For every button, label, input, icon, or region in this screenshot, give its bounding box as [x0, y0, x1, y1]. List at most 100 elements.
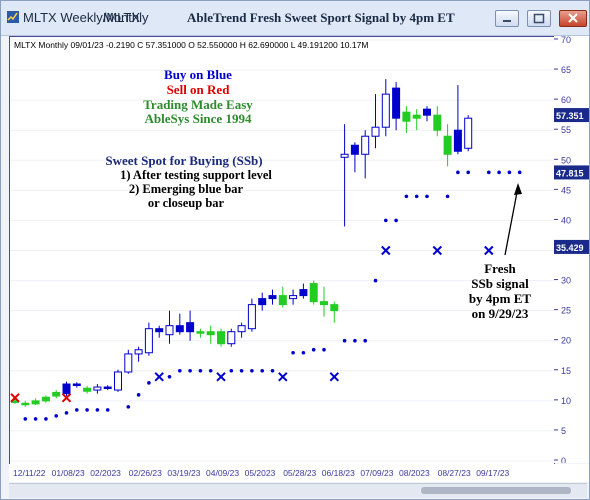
candle-body [144, 328, 153, 354]
y-tick-label: 50 [561, 155, 571, 165]
signal-x-marker [216, 372, 226, 382]
price-badge-label: 57.351 [556, 111, 584, 121]
x-tick-label: 06/18/23 [322, 468, 355, 478]
y-tick-label: 45 [561, 185, 571, 195]
callout-line2: SSb signal [471, 276, 529, 291]
support-dot [384, 218, 388, 223]
candle-body [289, 295, 298, 300]
candle-body [165, 325, 174, 336]
signal-x-marker [154, 372, 164, 382]
candle-body [155, 328, 164, 333]
scrollbar-thumb[interactable] [421, 487, 571, 494]
x-tick-label: 03/19/23 [167, 468, 200, 478]
support-dot [353, 338, 357, 343]
callout-arrowhead [514, 183, 522, 195]
signal-x-marker [61, 393, 72, 403]
annotation-line2: 2) Emerging blue bar [128, 182, 244, 196]
candle-body [186, 322, 195, 333]
candle-body [114, 371, 122, 391]
y-tick-label: 30 [561, 276, 571, 286]
minimize-button[interactable] [495, 10, 519, 27]
signal-x-marker [381, 245, 391, 256]
support-dot [208, 368, 213, 373]
support-dot [487, 170, 491, 175]
tab-monthly[interactable]: Monthly [103, 10, 149, 25]
candle-body [361, 135, 370, 155]
candle-body [227, 331, 236, 345]
candle-body [443, 135, 452, 155]
support-dot [497, 170, 501, 175]
x-tick-label: 01/08/23 [52, 468, 85, 478]
y-tick-label: 15 [561, 366, 571, 376]
candle-body [124, 353, 133, 373]
support-dot [342, 338, 347, 343]
price-badge-label: 35.429 [556, 243, 584, 253]
candle-body [330, 304, 339, 312]
y-tick-label: 60 [561, 95, 571, 105]
candle-body [320, 301, 328, 306]
candle-body [453, 129, 462, 152]
support-dot [147, 381, 151, 385]
x-tick-label: 02/2023 [90, 468, 121, 478]
x-tick-label: 09/17/23 [476, 468, 509, 478]
signal-x-marker [278, 372, 288, 382]
candle-body [392, 87, 401, 119]
support-dot [54, 414, 58, 418]
minimize-icon [503, 20, 511, 22]
support-dot [363, 338, 368, 343]
candle-body [464, 117, 473, 149]
candle-body [381, 93, 390, 128]
plot-area: MLTX Monthly 09/01/23 -0.2190 C 57.35100… [9, 36, 555, 465]
window-title: AbleTrend Fresh Sweet Sport Signal by 4p… [187, 10, 455, 25]
price-badge-label: 47.815 [556, 168, 584, 178]
x-tick-label: 02/26/23 [129, 468, 162, 478]
annotation-line3: or closeup bar [147, 196, 225, 210]
close-button[interactable] [559, 10, 587, 27]
candle-body [72, 383, 81, 387]
candle-body [237, 325, 246, 333]
y-tick-label: 25 [561, 306, 571, 316]
maximize-button[interactable] [527, 10, 551, 27]
support-dot [414, 194, 419, 199]
support-dot [44, 417, 48, 421]
candle-body [21, 402, 30, 406]
y-tick-label: 65 [561, 65, 571, 75]
legend-trading: Trading Made Easy [143, 97, 253, 112]
x-tick-label: 05/28/23 [283, 468, 316, 478]
horizontal-scrollbar[interactable] [9, 483, 587, 498]
support-dot [291, 350, 295, 355]
support-dot [136, 393, 141, 397]
candle-body [31, 400, 40, 405]
support-dot [188, 368, 192, 373]
x-tick-label: 08/2023 [399, 468, 430, 478]
callout-arrow [504, 186, 519, 256]
support-dot [105, 408, 110, 412]
y-tick-label: 0 [561, 456, 566, 463]
x-tick-label: 12/11/22 [13, 468, 46, 478]
x-tick-label: 07/09/23 [360, 468, 393, 478]
support-dot [507, 170, 512, 175]
support-dot [178, 368, 182, 373]
y-tick-label: 10 [561, 396, 571, 406]
support-dot [404, 194, 409, 199]
support-dot [23, 417, 28, 421]
tab-weekly[interactable]: MLTX Weekly/MLTX [23, 10, 141, 25]
support-dot [229, 368, 234, 373]
candle-body [134, 349, 143, 355]
price-axis: 051015202530354045505560657057.35147.815… [554, 36, 589, 463]
chart-app-icon [7, 11, 19, 23]
ohlc-header: MLTX Monthly 09/01/23 -0.2190 C 57.35100… [14, 40, 369, 50]
candle-body [196, 331, 205, 334]
candle-body [350, 144, 359, 155]
support-dot [445, 194, 450, 199]
price-badge [554, 165, 589, 180]
price-badge [554, 239, 589, 254]
support-dot [425, 194, 429, 199]
y-tick-label: 20 [561, 336, 571, 346]
annotation-line1: 1) After testing support level [120, 168, 272, 182]
support-dot [239, 368, 244, 373]
candle-body [52, 391, 61, 397]
candle-body [433, 114, 442, 131]
support-dot [33, 417, 38, 421]
